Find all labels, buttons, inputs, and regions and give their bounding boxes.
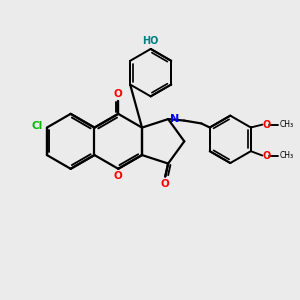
Text: CH₃: CH₃: [280, 151, 294, 160]
Text: O: O: [161, 179, 170, 189]
Text: CH₃: CH₃: [280, 120, 294, 129]
Text: O: O: [114, 88, 123, 98]
Text: O: O: [114, 171, 123, 181]
Text: HO: HO: [142, 36, 159, 46]
Text: Cl: Cl: [31, 121, 43, 131]
Text: O: O: [263, 151, 271, 160]
Text: N: N: [169, 114, 179, 124]
Text: O: O: [263, 120, 271, 130]
